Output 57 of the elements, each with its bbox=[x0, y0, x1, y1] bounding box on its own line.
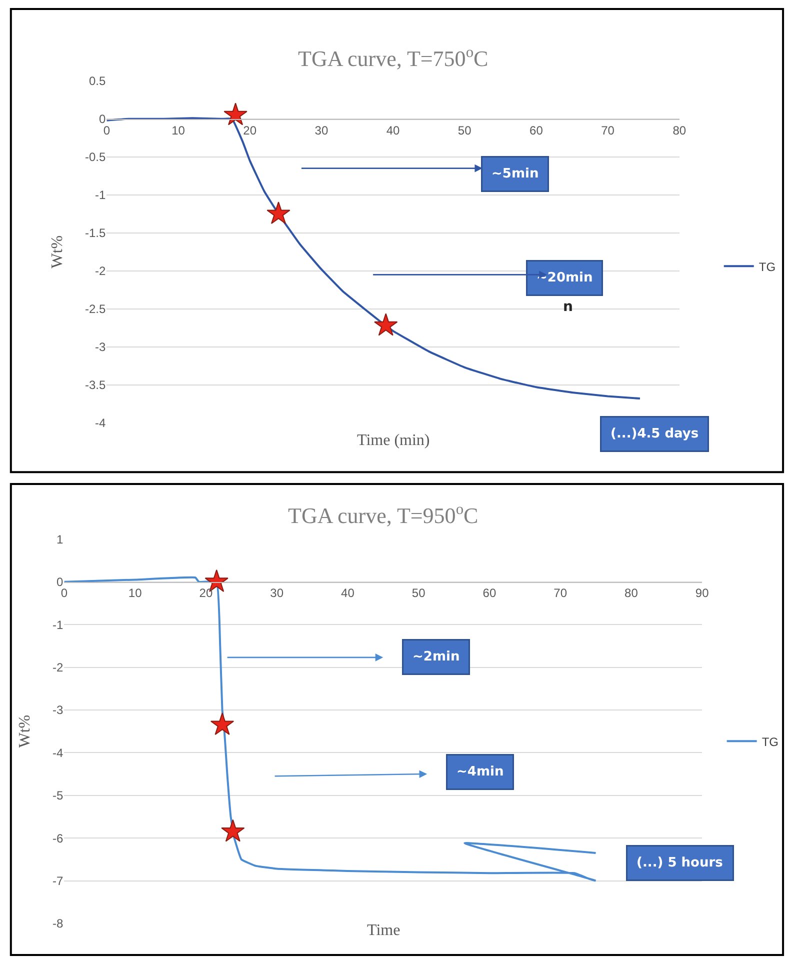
y-tick-label: -3 bbox=[95, 340, 106, 354]
x-tick-label: 60 bbox=[482, 586, 496, 600]
x-axis-title: Time bbox=[367, 922, 400, 939]
x-tick-label: 90 bbox=[695, 586, 710, 600]
x-tick-label: 20 bbox=[243, 123, 257, 138]
x-tick-label: 40 bbox=[386, 123, 400, 138]
y-tick-label: -4 bbox=[95, 416, 106, 430]
x-axis-title: Time (min) bbox=[357, 432, 430, 449]
y-tick-label: -3 bbox=[52, 703, 64, 718]
x-tick-label: 80 bbox=[672, 123, 686, 138]
point bbox=[266, 201, 290, 224]
y-tick-label: 0 bbox=[56, 575, 64, 590]
x-tick-label: 50 bbox=[412, 586, 426, 600]
y-tick-label: -6 bbox=[52, 831, 64, 846]
x-tick-label: 10 bbox=[128, 586, 142, 600]
annotation: ~4min bbox=[456, 764, 504, 780]
y-tick-label: -0.5 bbox=[84, 150, 106, 164]
annotation: ~5min bbox=[492, 166, 539, 182]
annotation: (...) 5 hours bbox=[636, 856, 724, 870]
y-tick-label: -7 bbox=[52, 874, 64, 888]
x-tick-label: 60 bbox=[530, 123, 544, 138]
x-tick-label: 50 bbox=[458, 123, 472, 138]
y-tick-label: -1 bbox=[52, 618, 64, 632]
annotation: ~2min bbox=[412, 650, 460, 664]
y-tick-label: -4 bbox=[52, 746, 64, 760]
y-axis-title: Wt% bbox=[48, 235, 66, 268]
y-tick-label: 0 bbox=[98, 112, 106, 126]
legend-label: TG bbox=[758, 260, 776, 274]
x-tick-label: 20 bbox=[199, 586, 213, 600]
y-tick-label: -2 bbox=[52, 660, 64, 674]
x-tick-label: 30 bbox=[314, 123, 328, 138]
annotation: ~20min bbox=[536, 270, 593, 286]
chart-title: TGA curve, T=950$^{o}$C bbox=[288, 501, 478, 528]
annotation: n bbox=[563, 299, 573, 315]
point bbox=[221, 819, 245, 842]
y-tick-label: 1 bbox=[56, 532, 64, 546]
x-tick-label: 40 bbox=[341, 586, 355, 600]
x-tick-label: 80 bbox=[624, 586, 638, 600]
chart-title: TGA curve, T=750$^{o}$C bbox=[298, 44, 488, 72]
x-tick-label: 30 bbox=[270, 586, 284, 600]
y-tick-label: -2.5 bbox=[84, 302, 106, 316]
y-tick-label: -8 bbox=[52, 916, 64, 931]
x-tick-label: 70 bbox=[554, 586, 568, 600]
y-tick-label: -5 bbox=[52, 788, 64, 803]
point bbox=[210, 712, 234, 736]
y-tick-label: -3.5 bbox=[84, 378, 106, 392]
x-tick-label: 70 bbox=[601, 123, 615, 138]
point bbox=[374, 313, 398, 336]
y-tick-label: 0.5 bbox=[88, 74, 106, 88]
y-tick-label: -1.5 bbox=[84, 226, 106, 240]
legend-label: TG bbox=[762, 734, 778, 749]
x-tick-label: 10 bbox=[172, 123, 186, 138]
point bbox=[224, 102, 248, 126]
text: (...)4.5 days bbox=[610, 426, 699, 442]
y-axis-title: Wt% bbox=[16, 714, 34, 748]
y-tick-label: -2 bbox=[95, 264, 106, 278]
y-tick-label: -1 bbox=[95, 188, 106, 202]
